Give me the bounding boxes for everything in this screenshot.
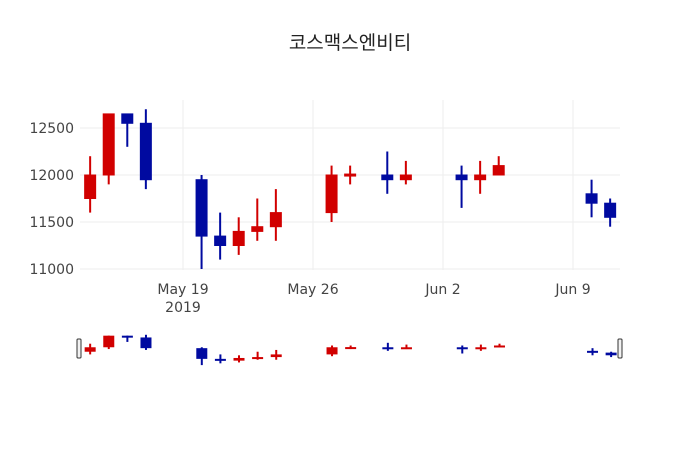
range-slider-right-handle[interactable] (617, 338, 623, 359)
x-tick-label: May 19 (157, 282, 208, 298)
slider-candle (382, 342, 394, 351)
range-slider-left-handle[interactable] (76, 338, 82, 359)
candle[interactable] (269, 189, 282, 241)
candle[interactable] (214, 212, 227, 260)
candle[interactable] (474, 160, 487, 194)
slider-candle (84, 343, 96, 355)
candle[interactable] (492, 156, 505, 176)
slider-candle (233, 355, 245, 363)
candle[interactable] (604, 198, 617, 227)
slider-candle (345, 345, 357, 350)
candle[interactable] (399, 160, 412, 185)
candle[interactable] (195, 175, 208, 269)
slider-candle (475, 344, 487, 351)
y-tick-label: 12000 (29, 168, 74, 184)
candle[interactable] (585, 179, 598, 218)
candle[interactable] (325, 165, 338, 222)
candle[interactable] (121, 113, 134, 147)
slider-candle (140, 334, 152, 350)
x-tick-label: May 26 (287, 282, 338, 298)
candle[interactable] (232, 217, 245, 255)
candle[interactable] (381, 151, 394, 194)
slider-candle (196, 347, 208, 366)
candles-main[interactable] (84, 109, 617, 269)
slider-candle (400, 344, 412, 350)
slider-candle (214, 354, 226, 364)
x-tick-label: Jun 9 (554, 282, 590, 298)
y-axis: 11000 11500 12000 12500 (29, 121, 74, 278)
x-tick-label: Jun 2 (424, 282, 460, 298)
slider-candle (605, 351, 617, 358)
slider-candle (587, 348, 599, 356)
slider-candle (493, 343, 505, 348)
gridlines (80, 100, 620, 270)
slider-candle (270, 349, 282, 360)
chart-title: 코스맥스엔비티 (288, 32, 412, 54)
x-tick-year: 2019 (165, 300, 201, 316)
slider-candle (121, 335, 133, 342)
slider-candle (103, 335, 115, 350)
y-tick-label: 11000 (29, 262, 74, 278)
candle[interactable] (102, 113, 115, 185)
slider-candle (456, 345, 468, 354)
slider-candle (252, 351, 264, 360)
candle[interactable] (251, 198, 264, 241)
y-tick-label: 12500 (29, 121, 74, 137)
candle[interactable] (455, 165, 468, 208)
candle[interactable] (344, 165, 357, 185)
range-slider[interactable] (76, 334, 623, 366)
candle[interactable] (84, 156, 97, 213)
candle[interactable] (139, 109, 152, 190)
x-axis: May 19 2019 May 26 Jun 2 Jun 9 (157, 282, 590, 316)
slider-candle (326, 345, 338, 357)
y-tick-label: 11500 (29, 215, 74, 231)
